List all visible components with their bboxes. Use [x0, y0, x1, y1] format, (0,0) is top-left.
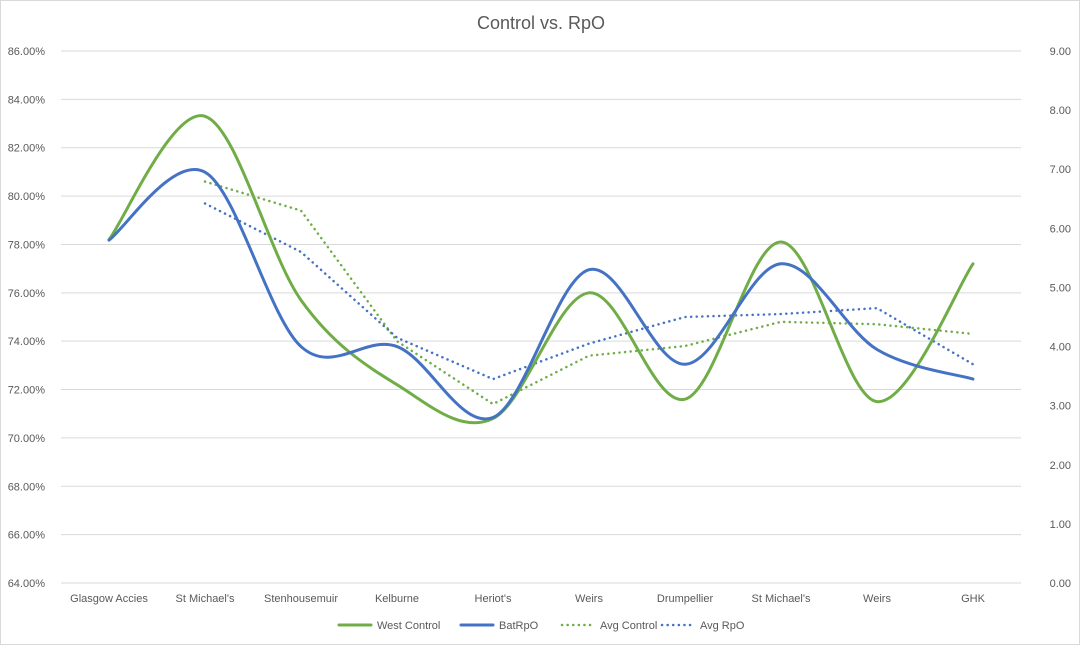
legend-label: BatRpO: [499, 620, 539, 632]
series-line-avg-control: [203, 180, 975, 406]
y-left-tick-label: 70.00%: [8, 433, 46, 445]
y-left-tick-label: 82.00%: [8, 143, 46, 155]
legend-label: Avg Control: [600, 620, 657, 632]
x-tick-label: Weirs: [863, 593, 891, 605]
y-left-tick-label: 84.00%: [8, 94, 46, 106]
x-tick-label: St Michael's: [176, 593, 235, 605]
x-tick-label: Glasgow Accies: [70, 593, 148, 605]
series-line-west-control: [107, 114, 975, 425]
y-left-tick-label: 78.00%: [8, 239, 46, 251]
x-tick-label: St Michael's: [752, 593, 811, 605]
x-tick-label: Stenhousemuir: [264, 593, 338, 605]
y-left-tick-label: 68.00%: [8, 481, 46, 493]
y-left-tick-label: 66.00%: [8, 530, 46, 542]
y-left-tick-label: 72.00%: [8, 385, 46, 397]
x-tick-label: GHK: [961, 593, 986, 605]
y-right-tick-label: 7.00: [1050, 164, 1071, 176]
y-left-tick-label: 80.00%: [8, 191, 46, 203]
x-tick-label: Weirs: [575, 593, 603, 605]
y-left-tick-label: 64.00%: [8, 578, 46, 590]
y-right-tick-label: 3.00: [1050, 401, 1071, 413]
chart-title: Control vs. RpO: [476, 13, 606, 33]
y-right-tick-label: 5.00: [1050, 282, 1071, 294]
legend-label: West Control: [377, 620, 440, 632]
y-left-tick-label: 76.00%: [8, 288, 46, 300]
series-line-batrpo: [107, 168, 975, 421]
x-tick-label: Heriot's: [475, 593, 512, 605]
y-left-tick-label: 86.00%: [8, 46, 46, 58]
y-right-tick-label: 8.00: [1050, 105, 1071, 117]
y-right-tick-label: 6.00: [1050, 223, 1071, 235]
y-right-tick-label: 0.00: [1050, 578, 1071, 590]
y-left-tick-label: 74.00%: [8, 336, 46, 348]
y-right-tick-label: 9.00: [1050, 46, 1071, 58]
x-tick-label: Kelburne: [375, 593, 419, 605]
legend-label: Avg RpO: [700, 620, 745, 632]
y-right-tick-label: 2.00: [1050, 460, 1071, 472]
series-line-avg-rpo: [203, 202, 975, 381]
y-right-tick-label: 1.00: [1050, 519, 1071, 531]
y-right-tick-label: 4.00: [1050, 342, 1071, 354]
x-tick-label: Drumpellier: [657, 593, 714, 605]
